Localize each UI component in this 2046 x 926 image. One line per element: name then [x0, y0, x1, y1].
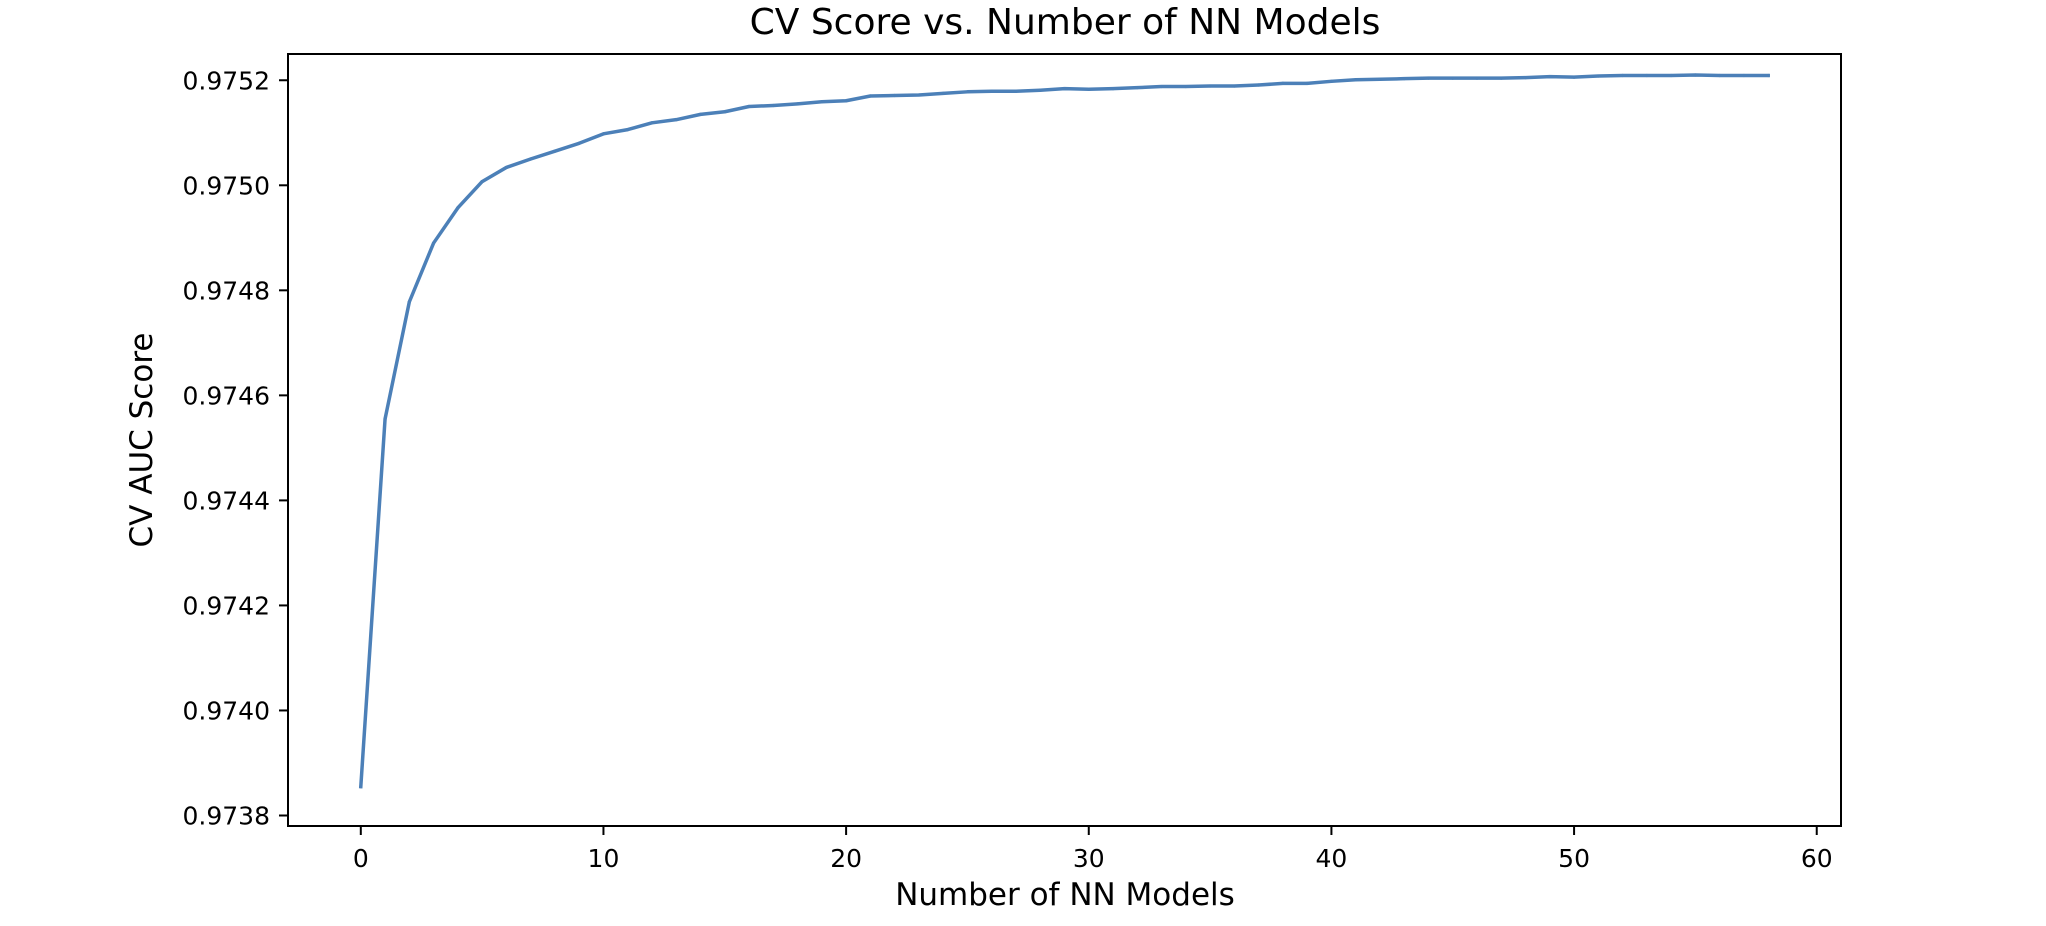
x-tick-label: 0: [353, 844, 369, 873]
data-point: [1718, 73, 1722, 78]
series-layer: [358, 73, 1770, 789]
y-tick-label: 0.9746: [183, 381, 270, 410]
data-point: [1572, 75, 1576, 79]
data-point: [965, 90, 970, 94]
y-tick-label: 0.9752: [183, 66, 270, 95]
data-point: [1475, 76, 1479, 80]
data-point: [601, 132, 606, 136]
x-tick-label: 30: [1073, 844, 1105, 873]
data-point: [1038, 88, 1042, 92]
x-tick-label: 60: [1801, 844, 1833, 873]
data-point: [1305, 81, 1309, 86]
data-point: [1742, 73, 1746, 78]
data-point: [383, 417, 387, 421]
data-point: [1645, 73, 1649, 78]
ticks-layer: 0 10 20 30 40 50 60 0.9738 0.9740 0.9742 0.9744 0.9…: [183, 66, 1833, 873]
data-point: [1548, 74, 1552, 79]
data-point: [480, 180, 484, 184]
data-point: [504, 165, 508, 170]
data-point: [1621, 73, 1625, 78]
data-point: [1014, 89, 1018, 93]
y-tick-label: 0.9742: [183, 591, 270, 620]
data-point: [1693, 73, 1698, 77]
data-point: [1232, 84, 1236, 88]
y-tick-label: 0.9738: [183, 801, 270, 830]
data-point: [1159, 84, 1164, 89]
x-axis-label: Number of NN Models: [895, 877, 1235, 913]
y-tick-label: 0.9750: [183, 171, 270, 200]
x-tick-label: 10: [588, 844, 620, 873]
data-point: [1062, 87, 1067, 91]
series-line: [358, 73, 1770, 789]
data-point: [1354, 78, 1358, 82]
data-point: [1087, 87, 1091, 91]
data-point: [1402, 77, 1406, 81]
y-tick-label: 0.9744: [183, 486, 270, 515]
x-tick-label: 20: [830, 844, 862, 873]
data-point: [1499, 76, 1503, 80]
plot-frame: [287, 53, 1842, 827]
x-tick-label: 40: [1316, 844, 1348, 873]
data-point: [456, 206, 460, 210]
data-point: [577, 141, 581, 145]
data-point: [1378, 77, 1382, 81]
data-point: [868, 94, 872, 98]
data-point: [1111, 87, 1115, 91]
data-point: [820, 100, 824, 104]
data-point: [529, 157, 533, 161]
data-point: [771, 103, 775, 108]
data-point: [1766, 73, 1770, 78]
data-point: [747, 104, 751, 109]
data-point: [650, 121, 654, 125]
data-point: [1135, 86, 1139, 90]
data-point: [431, 241, 436, 245]
data-point: [1257, 83, 1261, 87]
y-axis-label: CV AUC Score: [124, 333, 160, 548]
data-point: [1184, 84, 1188, 89]
data-point: [407, 300, 411, 304]
data-point: [795, 102, 800, 106]
data-point: [553, 149, 557, 153]
data-point: [1523, 76, 1528, 80]
y-tick-label: 0.9740: [183, 696, 270, 725]
data-point: [893, 93, 897, 98]
chart-title: CV Score vs. Number of NN Models: [750, 2, 1381, 43]
data-point: [941, 91, 945, 95]
data-point: [844, 99, 848, 103]
data-point: [1281, 81, 1285, 86]
data-point: [917, 93, 921, 97]
data-point: [1426, 76, 1431, 80]
data-point: [1208, 84, 1212, 88]
data-point: [359, 785, 363, 789]
data-point: [674, 118, 678, 122]
data-point: [626, 128, 630, 132]
data-point: [1329, 79, 1334, 83]
data-point: [990, 89, 994, 93]
data-point: [1596, 74, 1600, 78]
data-point: [1451, 76, 1455, 80]
data-point: [723, 110, 727, 114]
y-tick-label: 0.9748: [183, 276, 270, 305]
data-point: [1669, 73, 1673, 78]
x-tick-label: 50: [1558, 844, 1590, 873]
data-point: [698, 112, 703, 116]
